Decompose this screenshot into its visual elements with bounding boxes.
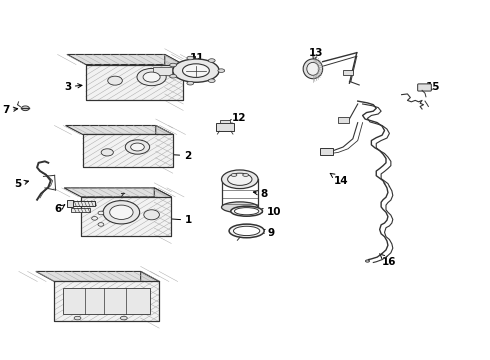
Text: 2: 2 — [156, 150, 191, 161]
Text: 11: 11 — [190, 53, 204, 63]
Polygon shape — [67, 54, 183, 64]
Bar — [338, 117, 349, 123]
Text: 5: 5 — [14, 179, 28, 189]
Ellipse shape — [108, 76, 122, 85]
Ellipse shape — [231, 206, 263, 216]
Text: 12: 12 — [228, 113, 246, 123]
Ellipse shape — [221, 202, 258, 213]
Ellipse shape — [74, 316, 81, 320]
Ellipse shape — [98, 223, 104, 226]
Text: 15: 15 — [422, 82, 441, 93]
Ellipse shape — [144, 210, 159, 220]
Ellipse shape — [22, 106, 29, 111]
Bar — [71, 208, 90, 212]
Ellipse shape — [234, 208, 259, 215]
Ellipse shape — [92, 217, 98, 220]
Text: 1: 1 — [157, 215, 192, 225]
Text: 14: 14 — [330, 174, 348, 186]
Text: 4: 4 — [96, 312, 128, 323]
Polygon shape — [81, 197, 172, 236]
Ellipse shape — [183, 64, 209, 77]
Text: 9: 9 — [261, 228, 275, 238]
Ellipse shape — [173, 59, 219, 82]
Ellipse shape — [110, 205, 133, 220]
Polygon shape — [64, 188, 172, 197]
Ellipse shape — [218, 69, 225, 72]
FancyBboxPatch shape — [417, 84, 431, 91]
Ellipse shape — [143, 72, 160, 82]
Text: 7: 7 — [2, 105, 18, 115]
Text: 3: 3 — [64, 82, 82, 92]
Ellipse shape — [137, 68, 166, 86]
Text: 8: 8 — [253, 189, 268, 199]
Ellipse shape — [208, 79, 215, 82]
Text: 10: 10 — [259, 207, 281, 217]
Polygon shape — [66, 126, 173, 134]
Ellipse shape — [187, 56, 194, 60]
Text: 6: 6 — [54, 204, 65, 215]
Bar — [343, 69, 353, 75]
Polygon shape — [154, 188, 171, 236]
Ellipse shape — [208, 59, 215, 62]
Polygon shape — [36, 271, 159, 282]
Text: 16: 16 — [380, 254, 396, 267]
Polygon shape — [156, 126, 173, 167]
Ellipse shape — [243, 174, 248, 176]
Bar — [319, 148, 333, 155]
Bar — [63, 288, 150, 315]
Ellipse shape — [131, 143, 144, 151]
Ellipse shape — [170, 75, 176, 78]
Text: 13: 13 — [309, 48, 323, 60]
Ellipse shape — [228, 173, 252, 185]
Ellipse shape — [303, 59, 322, 79]
Ellipse shape — [121, 316, 127, 320]
Polygon shape — [141, 271, 159, 321]
Polygon shape — [165, 54, 183, 100]
Ellipse shape — [233, 226, 260, 235]
Ellipse shape — [187, 81, 194, 85]
Bar — [217, 123, 234, 131]
Ellipse shape — [125, 140, 149, 154]
Ellipse shape — [98, 211, 104, 215]
Ellipse shape — [103, 201, 140, 224]
Ellipse shape — [229, 224, 264, 238]
Bar — [220, 120, 230, 123]
Polygon shape — [54, 282, 159, 321]
Polygon shape — [83, 134, 173, 167]
Bar — [71, 201, 95, 206]
Ellipse shape — [231, 174, 237, 176]
Ellipse shape — [307, 62, 319, 75]
Bar — [67, 200, 73, 207]
Ellipse shape — [170, 63, 176, 67]
Ellipse shape — [101, 149, 113, 156]
Ellipse shape — [221, 170, 258, 189]
Polygon shape — [86, 64, 183, 100]
Bar — [153, 67, 172, 75]
